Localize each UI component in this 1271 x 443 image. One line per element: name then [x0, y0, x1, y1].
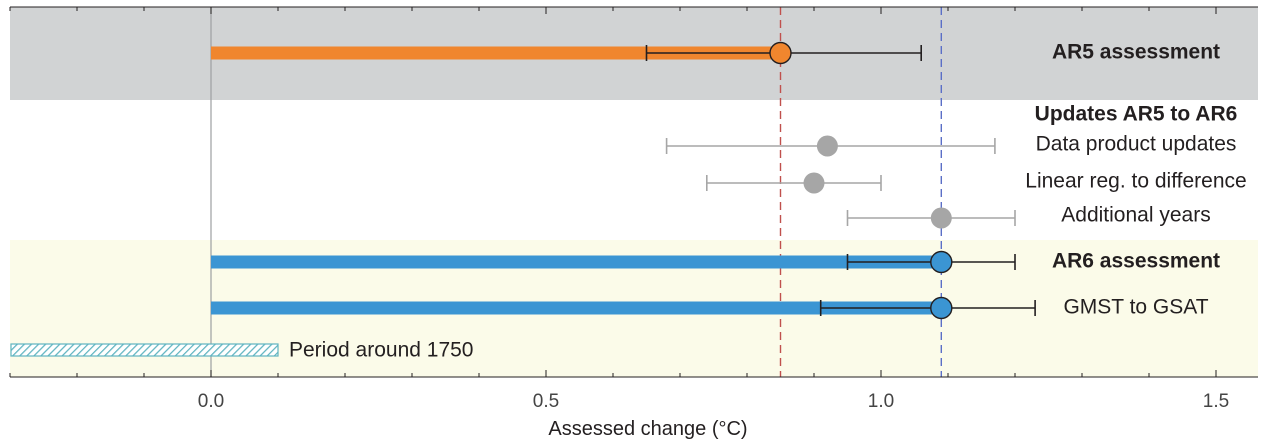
point-5	[930, 250, 953, 274]
bar-0	[211, 46, 781, 60]
row-label-6: GMST to GSAT	[1063, 296, 1208, 319]
x-tick-label-0: 0.0	[198, 391, 224, 412]
bar-5	[211, 255, 942, 269]
row-label-1: Updates AR5 to AR6	[1035, 103, 1238, 126]
reference-lines	[779, 7, 942, 377]
point-4	[930, 207, 952, 229]
x-tick-label-1: 0.5	[533, 391, 559, 412]
period-1750-bar	[10, 343, 279, 357]
row-labels: AR5 assessment Updates AR5 to AR6 Data pro…	[289, 41, 1247, 362]
row-label-0: AR5 assessment	[1052, 41, 1220, 64]
x-axis: 0.0 0.5 1.0 1.5	[9, 6, 1258, 412]
bar-6	[211, 301, 942, 315]
point-0	[769, 41, 792, 65]
x-axis-title: Assessed change (°C)	[548, 418, 747, 440]
point-6	[930, 296, 953, 320]
x-tick-label-3: 1.5	[1203, 391, 1229, 412]
row-label-3: Linear reg. to difference	[1025, 170, 1246, 193]
x-tick-label-2: 1.0	[868, 391, 894, 412]
data-marks	[10, 41, 1036, 357]
period-1750-label: Period around 1750	[289, 339, 473, 362]
row-label-2: Data product updates	[1036, 133, 1237, 156]
point-3	[803, 172, 825, 194]
row-label-4: Additional years	[1061, 204, 1210, 227]
row-label-5: AR6 assessment	[1052, 250, 1220, 273]
point-2	[816, 135, 838, 157]
